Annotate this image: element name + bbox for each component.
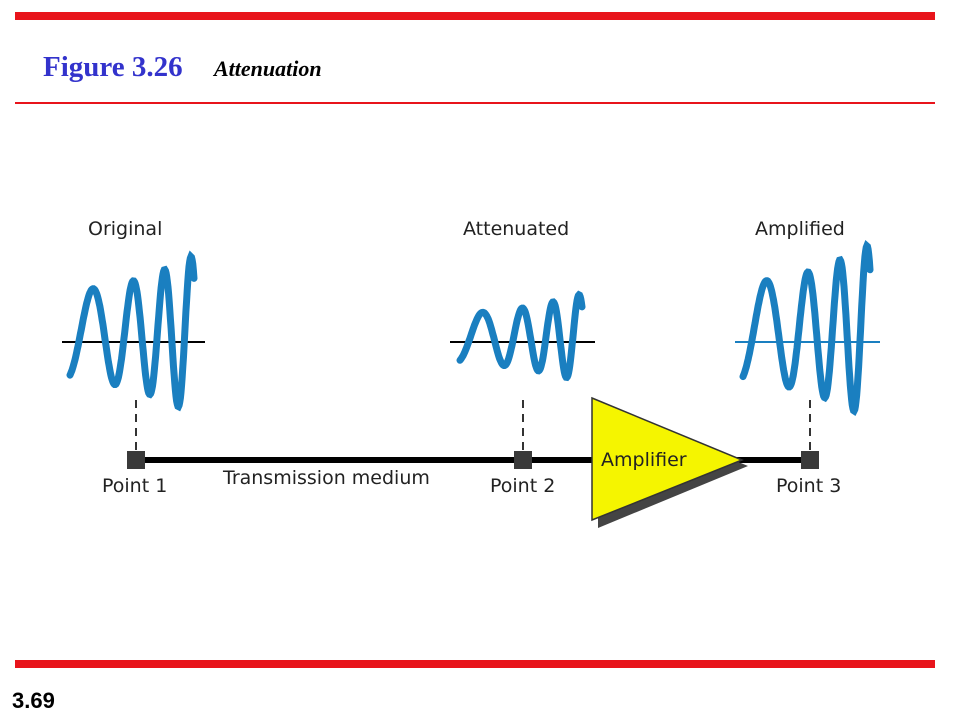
point-label: Point 1 [102,475,167,497]
figure-number: Figure 3.26 [43,51,183,83]
figure-caption: Attenuation [212,56,322,81]
point-marker [514,451,532,469]
signal-label: Amplified [755,218,845,240]
dashed-guides [135,400,811,452]
signal-wave [739,240,874,417]
waves [66,240,874,417]
signal-label: Attenuated [463,218,569,240]
bottom-bar [15,660,935,668]
top-bar [15,12,935,20]
signal-label: Original [88,218,162,240]
page-number: 3.69 [12,688,55,713]
signal-wave [456,290,586,382]
point-marker [801,451,819,469]
amplifier-label: Amplifier [601,449,687,471]
amplifier [591,396,744,522]
medium-label: Transmission medium [222,467,430,489]
signal-wave [66,250,198,412]
point-label: Point 2 [490,475,555,497]
point-label: Point 3 [776,475,841,497]
point-marker [127,451,145,469]
title-rule [15,102,935,104]
